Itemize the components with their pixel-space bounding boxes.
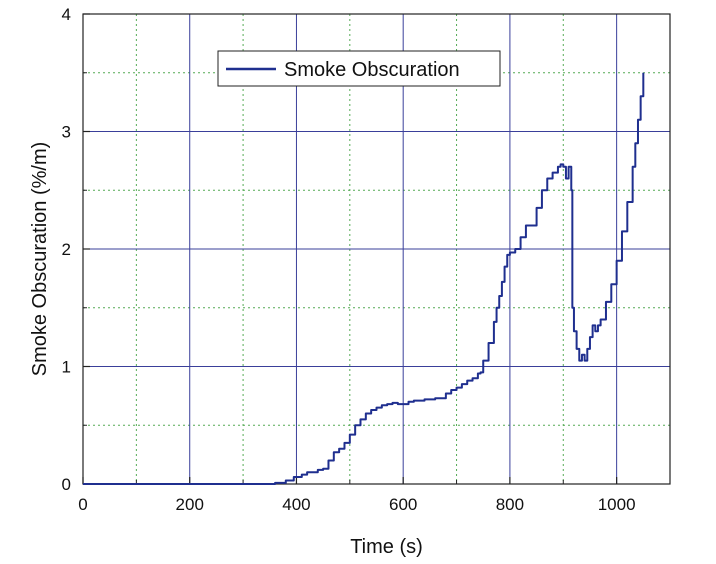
- series-line-smoke-obscuration: [83, 72, 645, 485]
- x-tick-label: 800: [496, 495, 524, 514]
- ticks-layer: 0 200 400 600 800 1000 0 1 2 3 4: [62, 5, 636, 514]
- series-layer: [83, 72, 645, 485]
- y-axis-title: Smoke Obscuration (%/m): [29, 142, 51, 377]
- x-tick-label: 0: [78, 495, 87, 514]
- y-tick-label: 0: [62, 475, 71, 494]
- legend: Smoke Obscuration: [217, 50, 501, 87]
- x-axis-title: Time (s): [350, 536, 423, 558]
- y-tick-label: 2: [62, 240, 71, 259]
- y-tick-label: 4: [62, 5, 71, 24]
- y-tick-label: 1: [62, 358, 71, 377]
- legend-label: Smoke Obscuration: [284, 59, 460, 81]
- y-tick-label: 3: [62, 123, 71, 142]
- x-tick-label: 600: [389, 495, 417, 514]
- x-tick-label: 1000: [598, 495, 636, 514]
- x-tick-label: 400: [282, 495, 310, 514]
- x-tick-label: 200: [176, 495, 204, 514]
